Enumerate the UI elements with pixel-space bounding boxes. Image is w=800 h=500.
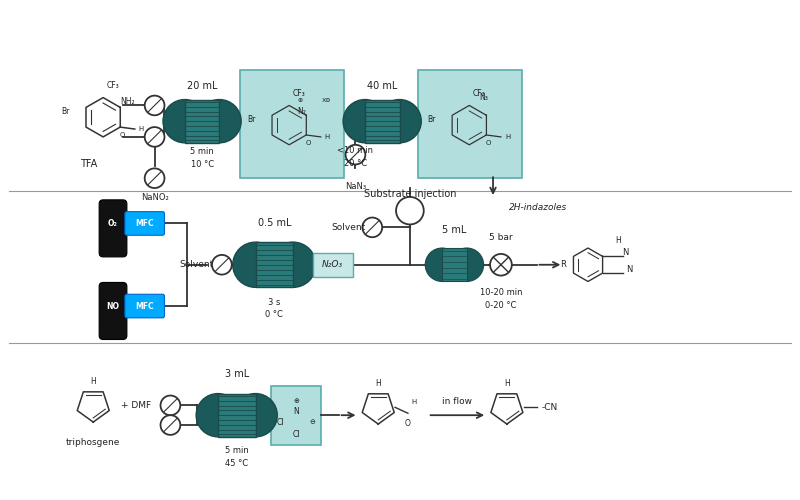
Text: Solvent: Solvent bbox=[180, 260, 214, 269]
Circle shape bbox=[145, 168, 165, 188]
Circle shape bbox=[270, 242, 316, 288]
Text: Solvent: Solvent bbox=[331, 223, 366, 232]
Text: 10 °C: 10 °C bbox=[190, 160, 214, 169]
Bar bbox=[271, 386, 321, 444]
Text: O₂: O₂ bbox=[108, 219, 118, 228]
Text: N: N bbox=[626, 265, 633, 274]
Circle shape bbox=[234, 394, 278, 437]
Bar bbox=[255, 242, 293, 288]
Text: MFC: MFC bbox=[135, 302, 154, 310]
Text: ⊖: ⊖ bbox=[309, 419, 315, 425]
Text: 0-20 °C: 0-20 °C bbox=[486, 300, 517, 310]
Text: O: O bbox=[486, 140, 490, 146]
Circle shape bbox=[161, 415, 180, 435]
FancyBboxPatch shape bbox=[99, 200, 127, 257]
Text: NO: NO bbox=[106, 302, 119, 310]
Circle shape bbox=[212, 255, 232, 274]
Bar bbox=[365, 100, 399, 143]
Text: H: H bbox=[615, 236, 621, 244]
Text: -CN: -CN bbox=[542, 403, 558, 412]
Text: H: H bbox=[504, 379, 510, 388]
Text: Substrate injection: Substrate injection bbox=[364, 189, 456, 199]
Text: 10-20 min: 10-20 min bbox=[480, 288, 522, 297]
Text: 0 °C: 0 °C bbox=[266, 310, 283, 320]
Text: Br: Br bbox=[247, 114, 255, 124]
Text: O: O bbox=[119, 132, 125, 138]
FancyBboxPatch shape bbox=[99, 282, 127, 340]
Circle shape bbox=[198, 100, 241, 143]
Text: Cl: Cl bbox=[292, 430, 300, 440]
FancyBboxPatch shape bbox=[125, 294, 165, 318]
Circle shape bbox=[396, 197, 424, 224]
Text: CF₃: CF₃ bbox=[106, 82, 119, 90]
Circle shape bbox=[450, 248, 484, 282]
Circle shape bbox=[161, 396, 180, 415]
Text: 5 min: 5 min bbox=[225, 446, 249, 455]
Text: N₂O₃: N₂O₃ bbox=[322, 260, 343, 269]
Circle shape bbox=[163, 100, 206, 143]
Circle shape bbox=[343, 100, 386, 143]
Text: 3 s: 3 s bbox=[268, 298, 281, 306]
Text: + DMF: + DMF bbox=[121, 401, 151, 410]
Text: Br: Br bbox=[61, 107, 70, 116]
Text: H: H bbox=[411, 400, 417, 406]
Text: NH₂: NH₂ bbox=[120, 97, 134, 106]
Bar bbox=[240, 70, 343, 178]
Text: 0.5 mL: 0.5 mL bbox=[258, 218, 291, 228]
FancyBboxPatch shape bbox=[313, 253, 353, 276]
Text: 5 min: 5 min bbox=[190, 147, 214, 156]
Bar bbox=[218, 394, 255, 437]
Text: Cl: Cl bbox=[277, 418, 284, 426]
Bar bbox=[442, 248, 466, 282]
Circle shape bbox=[145, 127, 165, 146]
Text: triphosgene: triphosgene bbox=[66, 438, 121, 447]
Text: H: H bbox=[138, 126, 144, 132]
Text: CF₃: CF₃ bbox=[473, 89, 486, 98]
Text: 20 °C: 20 °C bbox=[344, 159, 367, 168]
Text: N₂: N₂ bbox=[297, 107, 306, 116]
Text: Br: Br bbox=[427, 114, 436, 124]
Text: 45 °C: 45 °C bbox=[225, 459, 248, 468]
Text: O: O bbox=[306, 140, 310, 146]
Text: <10 min: <10 min bbox=[338, 146, 374, 155]
Text: 3 mL: 3 mL bbox=[225, 369, 249, 379]
Text: 40 mL: 40 mL bbox=[367, 81, 398, 91]
Text: 5 mL: 5 mL bbox=[442, 226, 466, 235]
Circle shape bbox=[490, 254, 512, 276]
Text: O: O bbox=[405, 418, 411, 428]
Bar bbox=[418, 70, 522, 178]
Text: H: H bbox=[325, 134, 330, 140]
Text: 5 bar: 5 bar bbox=[489, 232, 513, 241]
Text: ⊕: ⊕ bbox=[297, 98, 302, 103]
Text: X⊖: X⊖ bbox=[322, 98, 331, 103]
Text: H: H bbox=[375, 379, 381, 388]
Text: N: N bbox=[622, 248, 629, 258]
Circle shape bbox=[362, 218, 382, 237]
Circle shape bbox=[346, 145, 366, 165]
Text: CF₃: CF₃ bbox=[293, 89, 306, 98]
Circle shape bbox=[196, 394, 240, 437]
Circle shape bbox=[378, 100, 422, 143]
FancyBboxPatch shape bbox=[125, 212, 165, 236]
Text: MFC: MFC bbox=[135, 219, 154, 228]
Text: N₃: N₃ bbox=[479, 93, 488, 102]
Text: H: H bbox=[505, 134, 510, 140]
Text: N: N bbox=[294, 407, 299, 416]
Bar bbox=[185, 100, 219, 143]
Text: 2H-indazoles: 2H-indazoles bbox=[509, 203, 567, 212]
Text: ⊕: ⊕ bbox=[293, 398, 299, 404]
Circle shape bbox=[426, 248, 459, 282]
Text: NaN₃: NaN₃ bbox=[345, 182, 366, 190]
Text: H: H bbox=[90, 378, 96, 386]
Text: R: R bbox=[560, 260, 566, 269]
Circle shape bbox=[145, 96, 165, 116]
Circle shape bbox=[233, 242, 278, 288]
Text: in flow: in flow bbox=[442, 397, 472, 406]
Text: TFA: TFA bbox=[80, 160, 97, 170]
Text: 20 mL: 20 mL bbox=[187, 81, 218, 91]
Text: NaNO₂: NaNO₂ bbox=[141, 194, 169, 202]
